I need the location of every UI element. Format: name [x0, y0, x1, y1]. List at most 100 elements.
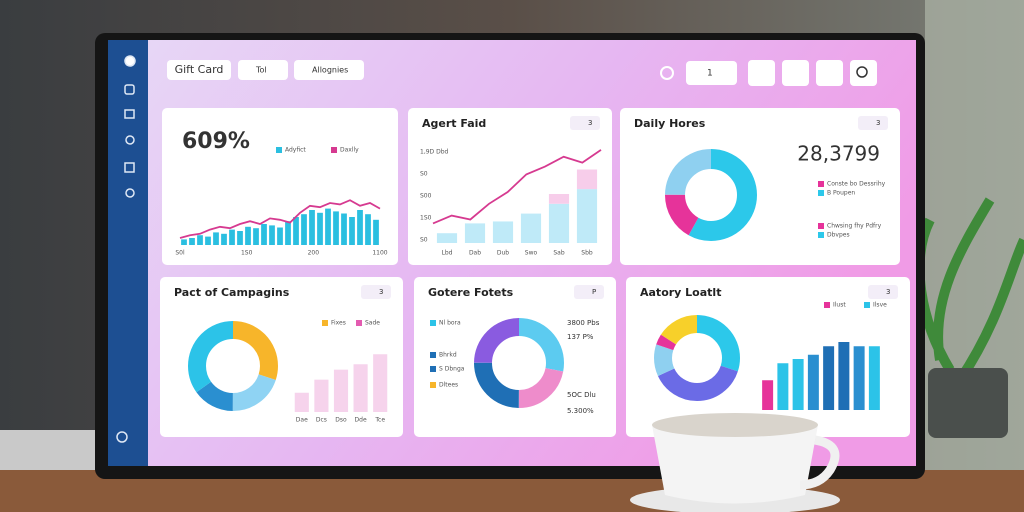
bar [548, 203, 570, 243]
legend-swatch [356, 320, 362, 326]
y-label: S00 [420, 193, 432, 200]
bar [269, 225, 275, 245]
card-value: 28,3799 [797, 142, 880, 166]
y-label: S0 [420, 237, 428, 244]
card-badge [570, 116, 600, 130]
toolbar-button[interactable] [782, 60, 809, 86]
bar [853, 346, 865, 410]
card-badge-label: P [592, 288, 596, 296]
legend-swatch [430, 382, 436, 388]
x-label: Sbb [581, 250, 593, 257]
bar [792, 359, 804, 410]
bar [181, 239, 187, 245]
donut-segment [665, 149, 757, 241]
card-badge-label: 3 [588, 119, 592, 127]
bar [838, 342, 850, 410]
side-label: 137 P% [567, 333, 594, 341]
x-label: 1100 [372, 250, 387, 257]
bar [353, 364, 368, 412]
bar [762, 380, 774, 410]
bar [309, 210, 315, 245]
legend-swatch [818, 190, 824, 196]
y-label: 1,9D Dbd [420, 149, 448, 156]
trend-line [179, 199, 381, 239]
bar [373, 219, 379, 245]
bar [205, 236, 211, 245]
legend-label: S Dbnga [439, 366, 465, 373]
legend-label: Dbvpes [827, 232, 850, 239]
legend-label: Chwsing fhy Pdfry [827, 223, 882, 230]
legend-label: Dltees [439, 382, 458, 389]
card-badge [361, 285, 391, 299]
x-label: Tce [374, 417, 385, 424]
legend-swatch [322, 320, 328, 326]
legend-label: Fixes [331, 320, 346, 327]
donut-segment [188, 321, 278, 411]
bar-top [548, 194, 570, 204]
donut-segment [654, 315, 740, 401]
filter-label: Allognies [312, 66, 348, 75]
legend-swatch [276, 147, 282, 153]
bar [492, 221, 514, 243]
bar [333, 369, 349, 412]
legend-swatch [430, 352, 436, 358]
bar [325, 208, 331, 245]
bar [301, 214, 307, 245]
search-button[interactable] [850, 60, 877, 86]
search-icon [856, 66, 868, 78]
x-label: 200 [308, 250, 320, 257]
legend-label: Bhrkd [439, 352, 457, 359]
x-label: Dae [296, 417, 308, 424]
bar [349, 217, 355, 245]
filter-dropdown[interactable] [238, 60, 288, 80]
legend-label: Ilsve [873, 302, 887, 309]
status-icon [660, 66, 674, 80]
legend-swatch [331, 147, 337, 153]
legend-label: Conste bo Dessrihy [827, 181, 886, 188]
bar [314, 379, 329, 412]
card [414, 277, 616, 437]
legend-swatch [430, 366, 436, 372]
bar-top [576, 169, 598, 190]
cards: 609% Adyfict Daxlly S0l 1S0 200 1100 Agert Faid… [160, 108, 910, 437]
side-label: 5.300% [567, 407, 594, 415]
legend-swatch [824, 302, 830, 308]
sidebar-icons [116, 55, 136, 443]
x-label: Dab [469, 250, 481, 257]
coffee-cup [630, 413, 840, 512]
y-label: 1S0 [420, 215, 432, 222]
card-badge [858, 116, 888, 130]
x-label: Sab [553, 250, 564, 257]
bar [777, 363, 789, 410]
bar [245, 226, 251, 245]
legend-swatch [818, 232, 824, 238]
bar [294, 392, 309, 412]
bar [333, 211, 339, 245]
bar [520, 213, 542, 243]
bar [373, 354, 388, 412]
donut-segment [654, 315, 740, 401]
legend-swatch [430, 320, 436, 326]
page-dropdown[interactable] [686, 61, 737, 85]
card-badge-label: 3 [886, 288, 890, 296]
bar [807, 354, 819, 410]
toolbar-button[interactable] [816, 60, 843, 86]
y-label: S0 [420, 171, 428, 178]
bar [189, 238, 195, 245]
legend-label: B Poupen [827, 190, 855, 197]
legend-label: Daxlly [340, 147, 359, 154]
card-badge-label: 3 [876, 119, 880, 127]
card [162, 108, 398, 265]
header-title: Gift Card [175, 63, 224, 76]
bar [365, 214, 371, 245]
x-label: Dde [355, 417, 367, 424]
donut-segment [188, 321, 278, 411]
x-label: Dub [497, 250, 509, 257]
card-badge [574, 285, 604, 299]
legend-swatch [818, 223, 824, 229]
bar [357, 210, 363, 245]
filter-dropdown[interactable] [294, 60, 364, 80]
bar [197, 235, 203, 245]
toolbar-button[interactable] [748, 60, 775, 86]
